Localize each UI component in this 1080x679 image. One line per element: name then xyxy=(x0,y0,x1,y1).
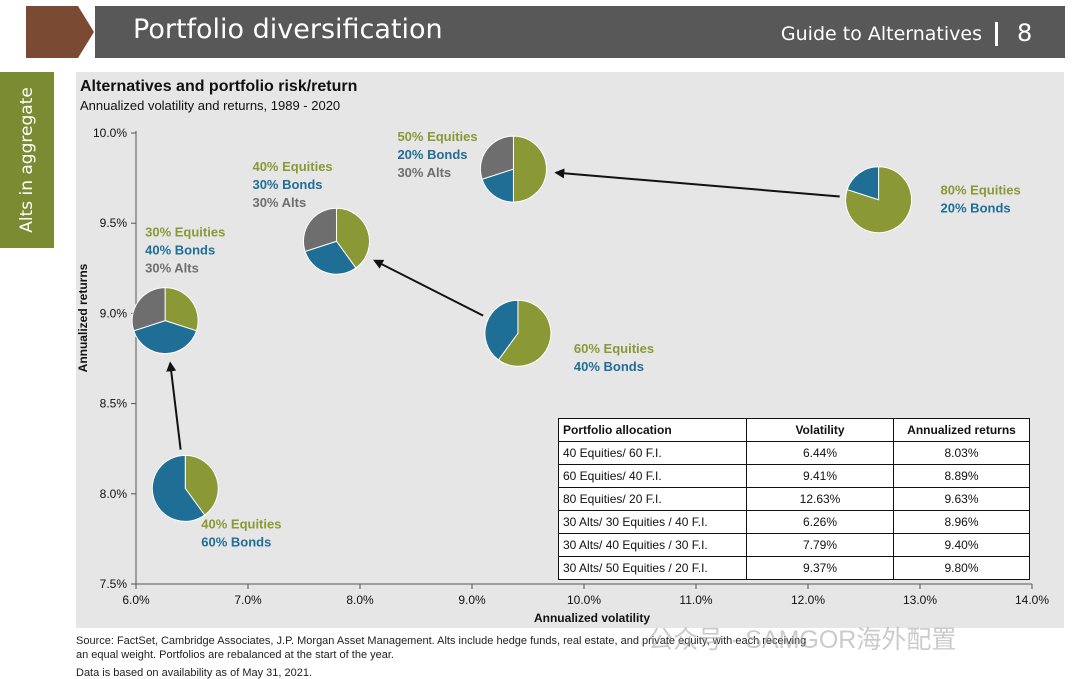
table-cell-allocation: 30 Alts/ 30 Equities / 40 F.I. xyxy=(558,510,747,534)
table-cell-volatility: 12.63% xyxy=(746,487,894,511)
pie-label-bonds: 40% Bonds xyxy=(145,243,215,258)
pie-label-equities: 40% Equities xyxy=(252,159,332,174)
pie-slice-alts xyxy=(479,135,514,180)
section-tab: Alts in aggregate xyxy=(0,72,54,248)
y-tick-label: 8.0% xyxy=(100,487,128,501)
shift-arrow xyxy=(166,361,182,450)
slide-header: Portfolio diversification Guide to Alter… xyxy=(0,0,1080,62)
pie-marker-a30-40-30 xyxy=(302,207,370,275)
pie-slice-bonds xyxy=(133,320,198,355)
table-cell-allocation: 30 Alts/ 40 Equities / 30 F.I. xyxy=(558,533,747,557)
pie-marker-a30-50-20 xyxy=(479,135,547,203)
pie-label-bonds: 20% Bonds xyxy=(397,147,467,162)
pie-label-bonds: 60% Bonds xyxy=(201,534,271,549)
pie-slice-alts xyxy=(131,287,166,332)
x-tick-label: 7.0% xyxy=(234,593,262,607)
y-tick-label: 9.0% xyxy=(100,306,128,320)
table-row: 30 Alts/ 40 Equities / 30 F.I. 7.79% 9.4… xyxy=(558,533,1030,557)
watermark: 公众号 · SAMGOR海外配置 xyxy=(648,626,957,654)
pie-label-equities: 50% Equities xyxy=(397,129,477,144)
table-cell-returns: 8.89% xyxy=(893,464,1030,488)
pie-label-alts: 30% Alts xyxy=(397,165,451,180)
x-tick-label: 14.0% xyxy=(1015,593,1049,607)
pie-slice-bonds xyxy=(481,168,514,203)
table-cell-returns: 8.03% xyxy=(893,441,1030,465)
y-tick-label: 7.5% xyxy=(100,577,128,591)
chart-title: Alternatives and portfolio risk/return xyxy=(80,78,358,95)
pie-slice-bonds xyxy=(151,454,206,522)
header-chevron-icon xyxy=(26,6,94,58)
table-cell-volatility: 7.79% xyxy=(746,533,894,557)
allocation-table: Portfolio allocation Volatility Annualiz… xyxy=(558,418,1030,580)
table-row: 30 Alts/ 30 Equities / 40 F.I. 6.26% 8.9… xyxy=(558,510,1030,534)
pie-slice-equities xyxy=(164,287,199,332)
pie-slice-bonds xyxy=(846,166,880,201)
table-cell-returns: 9.40% xyxy=(893,533,1030,557)
y-tick-label: 8.5% xyxy=(100,397,128,411)
table-row: 80 Equities/ 20 F.I. 12.63% 9.63% xyxy=(558,487,1030,511)
pie-slice-equities xyxy=(335,207,370,269)
table-cell-volatility: 6.44% xyxy=(746,441,894,465)
pie-label-bonds: 40% Bonds xyxy=(574,359,644,374)
pie-marker-p80-20 xyxy=(845,166,913,234)
table-cell-returns: 9.63% xyxy=(893,487,1030,511)
pie-slice-bonds xyxy=(304,240,357,275)
pie-label-equities: 60% Equities xyxy=(574,341,654,356)
pie-label-alts: 30% Alts xyxy=(252,195,306,210)
column-header-allocation: Portfolio allocation xyxy=(558,418,747,442)
table-cell-allocation: 60 Equities/ 40 F.I. xyxy=(558,464,747,488)
table-cell-allocation: 30 Alts/ 50 Equities / 20 F.I. xyxy=(558,556,747,580)
column-header-returns: Annualized returns xyxy=(893,418,1030,442)
pie-slice-equities xyxy=(512,135,547,203)
table-row: 60 Equities/ 40 F.I. 9.41% 8.89% xyxy=(558,464,1030,488)
column-header-volatility: Volatility xyxy=(746,418,894,442)
header-bar xyxy=(95,6,1065,58)
x-tick-label: 6.0% xyxy=(122,593,150,607)
y-axis-label: Annualized returns xyxy=(76,263,90,372)
table-header-row: Portfolio allocation Volatility Annualiz… xyxy=(558,418,1030,442)
table-cell-returns: 8.96% xyxy=(893,510,1030,534)
x-tick-label: 9.0% xyxy=(458,593,486,607)
pie-label-equities: 40% Equities xyxy=(201,516,281,531)
x-tick-label: 13.0% xyxy=(903,593,937,607)
table-row: 40 Equities/ 60 F.I. 6.44% 8.03% xyxy=(558,441,1030,465)
x-tick-label: 11.0% xyxy=(679,593,712,607)
x-axis-label: Annualized volatility xyxy=(534,611,650,625)
chart-subtitle: Annualized volatility and returns, 1989 … xyxy=(80,98,341,113)
x-tick-label: 10.0% xyxy=(567,593,601,607)
pie-slice-equities xyxy=(497,299,552,367)
pie-label-bonds: 30% Bonds xyxy=(252,177,322,192)
y-tick-label: 9.5% xyxy=(100,216,128,230)
table-cell-volatility: 9.41% xyxy=(746,464,894,488)
source-note-line2: an equal weight. Portfolios are rebalanc… xyxy=(76,649,394,661)
table-cell-volatility: 9.37% xyxy=(746,556,894,580)
table-row: 30 Alts/ 50 Equities / 20 F.I. 9.37% 9.8… xyxy=(558,556,1030,580)
x-tick-label: 8.0% xyxy=(346,593,374,607)
slide-title: Portfolio diversification xyxy=(133,14,443,45)
table-cell-volatility: 6.26% xyxy=(746,510,894,534)
page-number: 8 xyxy=(1017,19,1033,47)
y-tick-label: 10.0% xyxy=(93,126,127,140)
x-tick-label: 12.0% xyxy=(791,593,825,607)
shift-arrow xyxy=(554,168,840,198)
table-cell-returns: 9.80% xyxy=(893,556,1030,580)
source-note-line1: Source: FactSet, Cambridge Associates, J… xyxy=(76,635,807,647)
pie-label-equities: 80% Equities xyxy=(941,183,1021,198)
pie-slice-alts xyxy=(302,207,337,253)
pie-marker-p60-40 xyxy=(484,299,552,367)
guide-name: Guide to Alternatives xyxy=(780,23,982,45)
header-separator xyxy=(995,22,998,46)
pie-label-alts: 30% Alts xyxy=(145,261,199,276)
pie-label-equities: 30% Equities xyxy=(145,225,225,240)
pie-marker-p40-60 xyxy=(151,454,219,522)
table-cell-allocation: 40 Equities/ 60 F.I. xyxy=(558,441,747,465)
pie-slice-equities xyxy=(184,454,219,516)
pie-slice-bonds xyxy=(484,299,519,361)
table-cell-allocation: 80 Equities/ 20 F.I. xyxy=(558,487,747,511)
availability-note: Data is based on availability as of May … xyxy=(76,667,313,679)
pie-marker-a30-30-40 xyxy=(131,287,199,355)
shift-arrow xyxy=(373,259,484,317)
pie-label-bonds: 20% Bonds xyxy=(941,201,1011,216)
